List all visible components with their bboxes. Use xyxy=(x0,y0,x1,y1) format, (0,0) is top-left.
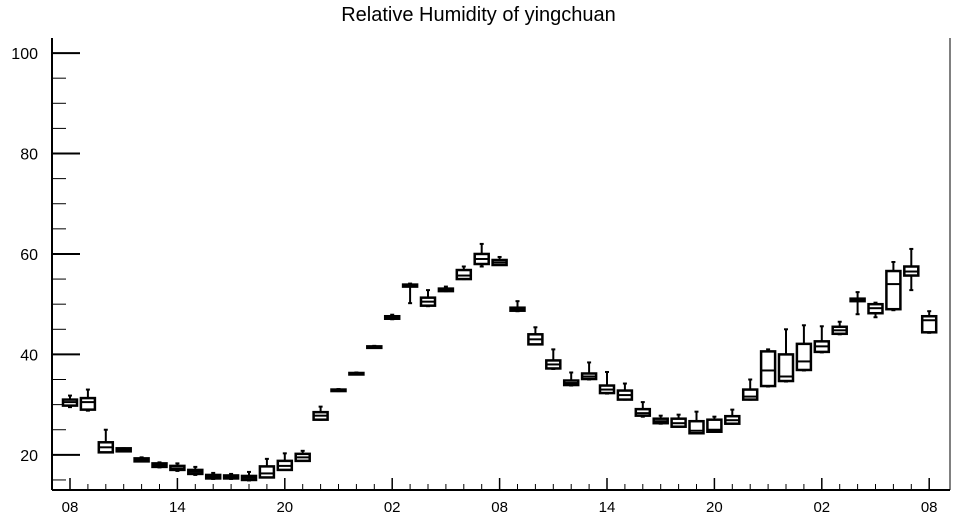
box-body xyxy=(741,388,759,401)
box-item xyxy=(741,378,759,401)
box-item xyxy=(151,461,168,469)
box-item xyxy=(97,428,115,454)
box-item xyxy=(437,285,455,293)
box-item xyxy=(849,291,866,316)
box-item xyxy=(903,247,920,292)
box-item xyxy=(652,414,669,425)
box-item xyxy=(777,328,795,383)
box-item xyxy=(294,449,311,463)
box-item xyxy=(706,415,723,433)
box-item xyxy=(759,348,777,388)
box-body xyxy=(777,353,795,383)
box-body xyxy=(258,465,276,479)
x-tick-label: 08 xyxy=(62,499,79,516)
x-tick-label: 08 xyxy=(491,499,508,516)
box-item xyxy=(545,348,562,370)
box-item xyxy=(670,413,687,428)
x-tick-label: 02 xyxy=(384,499,401,516)
box-series xyxy=(61,242,938,482)
box-item xyxy=(562,371,580,387)
box-body xyxy=(455,268,473,281)
box-item xyxy=(688,410,705,435)
box-item xyxy=(222,472,240,480)
y-tick-label: 100 xyxy=(11,46,38,63)
box-item xyxy=(366,344,383,350)
box-item xyxy=(598,370,616,395)
box-item xyxy=(276,452,294,472)
box-item xyxy=(527,326,544,346)
box-item xyxy=(240,470,258,482)
box-body xyxy=(920,314,938,334)
box-item xyxy=(813,325,831,354)
box-body xyxy=(759,350,777,388)
x-tick-label: 20 xyxy=(706,499,723,516)
box-item xyxy=(724,408,741,425)
box-item xyxy=(885,260,902,312)
box-item xyxy=(831,320,848,336)
box-item xyxy=(419,289,437,308)
box-item xyxy=(169,462,186,472)
box-item xyxy=(795,324,813,372)
box-item xyxy=(509,300,526,313)
box-item xyxy=(312,405,329,421)
plot-axes: 20 40 60 80 100 08 14 20 02 08 14 20 02 08 xyxy=(11,38,951,516)
y-tick-label: 80 xyxy=(20,147,38,164)
box-item xyxy=(401,282,419,305)
y-tick-label: 20 xyxy=(20,448,38,465)
box-item xyxy=(616,382,634,401)
box-item xyxy=(79,388,97,412)
box-item xyxy=(61,394,79,409)
box-body xyxy=(795,342,813,372)
x-tick-label: 14 xyxy=(599,499,616,516)
box-item xyxy=(455,265,473,281)
y-tick-label: 40 xyxy=(20,347,38,364)
box-body xyxy=(885,269,902,311)
box-item xyxy=(258,457,276,479)
box-item xyxy=(634,401,652,418)
box-body xyxy=(706,418,723,433)
y-tick-label: 60 xyxy=(20,247,38,264)
box-item xyxy=(920,310,938,334)
x-tick-label: 14 xyxy=(169,499,186,516)
box-item xyxy=(115,447,132,453)
box-item xyxy=(204,471,222,480)
box-item xyxy=(348,371,365,376)
x-tick-label: 02 xyxy=(813,499,830,516)
box-item xyxy=(491,255,508,267)
x-tick-label: 08 xyxy=(921,499,938,516)
box-item xyxy=(473,242,490,268)
x-tick-label: 20 xyxy=(276,499,293,516)
box-body xyxy=(79,396,97,411)
box-item xyxy=(580,361,598,381)
box-item xyxy=(867,301,884,319)
box-item xyxy=(133,456,150,463)
box-item xyxy=(187,465,204,476)
box-item xyxy=(383,313,401,321)
chart-title: Relative Humidity of yingchuan xyxy=(341,4,616,26)
box-item xyxy=(330,388,347,393)
